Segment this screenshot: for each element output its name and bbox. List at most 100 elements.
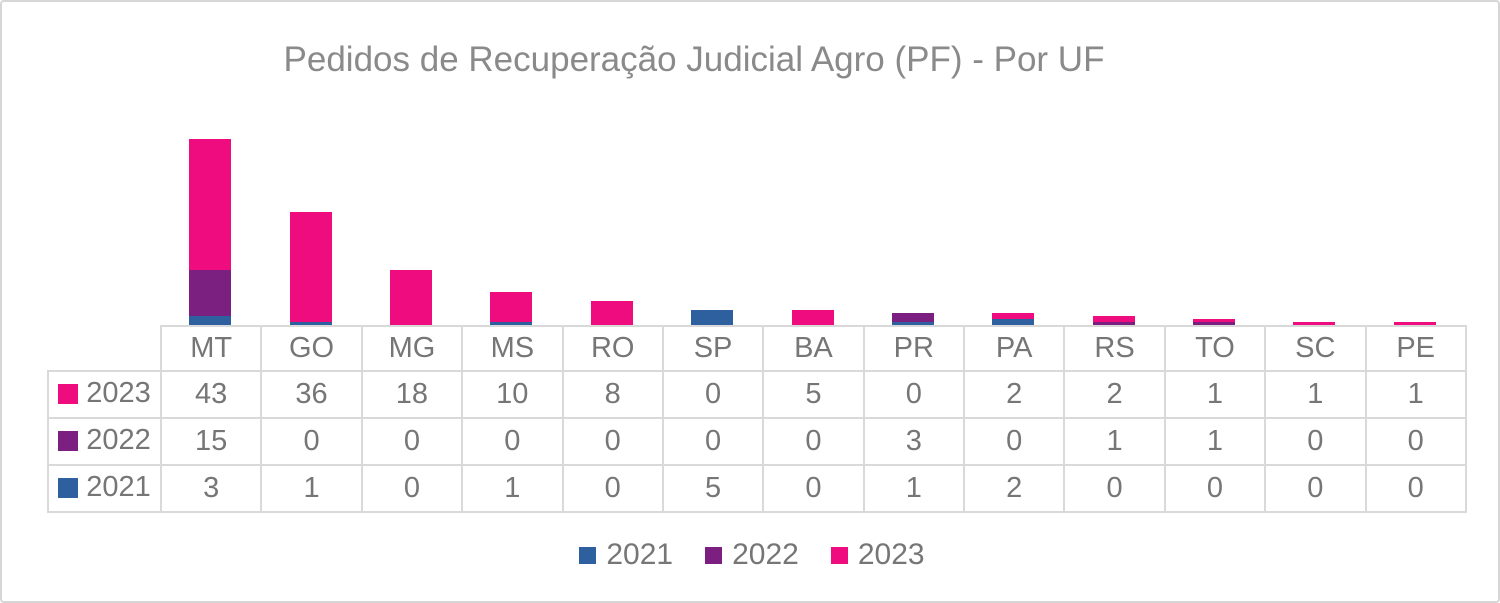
category-slot-MT [160, 102, 260, 325]
table-cell-2022-SC: 0 [1264, 417, 1367, 466]
table-cell-2022-TO: 1 [1163, 417, 1267, 466]
bar-segment-PA-2021 [992, 318, 1035, 325]
bar-segment-PA-2023 [992, 312, 1035, 319]
table-cell-2023-PA: 2 [962, 370, 1066, 419]
category-slot-MG [361, 102, 461, 325]
bar-segment-MG-2023 [389, 270, 432, 325]
series-key-icon-2021 [58, 477, 79, 498]
bar-stack-PR [891, 312, 934, 325]
bar-segment-MT-2022 [189, 270, 232, 316]
plot-area [160, 102, 1465, 325]
table-cell-2021-RO: 0 [561, 464, 664, 513]
table-cell-2022-PE: 0 [1364, 417, 1467, 466]
bar-segment-RS-2022 [1092, 322, 1135, 325]
table-cell-2022-RS: 1 [1063, 417, 1166, 466]
category-slot-RO [562, 102, 662, 325]
legend-key-icon-2023 [830, 546, 848, 564]
table-cell-2023-PR: 0 [862, 370, 966, 419]
series-label: 2022 [86, 424, 151, 457]
category-slot-MS [461, 102, 561, 325]
category-slot-TO [1164, 102, 1264, 325]
table-corner-cell [48, 326, 161, 371]
legend-item-2021: 2021 [579, 538, 673, 572]
category-slot-PA [963, 102, 1063, 325]
bar-stack-MS [490, 291, 533, 325]
table-header-row: MT GO MG MS RO SP BA PR PA RS TO SC PE [48, 325, 1467, 372]
bar-segment-PR-2021 [891, 322, 934, 325]
table-row-2022: 2022 15 0 0 0 0 0 0 3 0 1 1 0 0 [47, 417, 1467, 466]
table-cell-2022-SP: 0 [661, 417, 765, 466]
bar-stack-SP [691, 309, 734, 325]
table-cell-2023-SC: 1 [1264, 370, 1367, 419]
category-slot-BA [762, 102, 862, 325]
bar-stack-MT [189, 138, 232, 325]
table-cell-2021-GO: 1 [260, 464, 363, 513]
table-cell-2023-MG: 18 [360, 370, 464, 419]
bar-stack-TO [1193, 319, 1236, 325]
table-cell-2021-PA: 2 [962, 464, 1066, 513]
table-cell-2023-RO: 8 [561, 370, 664, 419]
bar-stack-BA [791, 309, 834, 325]
table-cell-2023-MT: 43 [159, 370, 263, 419]
bar-segment-TO-2022 [1193, 322, 1236, 325]
legend-item-2023: 2023 [830, 538, 925, 572]
table-header-RO: RO [561, 325, 664, 372]
bar-segment-TO-2023 [1193, 319, 1236, 322]
data-table: MT GO MG MS RO SP BA PR PA RS TO SC PE 2023 43 36 18 10 8 0… [47, 325, 1467, 513]
table-cell-2021-RS: 0 [1063, 464, 1166, 513]
table-header-MT: MT [159, 325, 263, 372]
table-header-GO: GO [260, 325, 363, 372]
table-cell-2023-RS: 2 [1063, 370, 1166, 419]
table-row-label-2023: 2023 [47, 370, 162, 419]
table-cell-2022-RO: 0 [561, 417, 664, 466]
bar-segment-MT-2021 [189, 315, 232, 325]
bar-stack-PE [1393, 322, 1436, 325]
category-slot-SC [1264, 102, 1364, 325]
table-header-PE: PE [1364, 325, 1467, 372]
table-cell-2021-SC: 0 [1264, 464, 1367, 513]
table-cell-2021-MT: 3 [159, 464, 263, 513]
table-cell-2022-MG: 0 [360, 417, 464, 466]
table-cell-2021-TO: 0 [1163, 464, 1267, 513]
table-cell-2021-MS: 1 [461, 464, 564, 513]
bar-segment-MS-2023 [490, 291, 533, 322]
chart-title: Pedidos de Recuperação Judicial Agro (PF… [283, 40, 1105, 79]
table-header-RS: RS [1063, 325, 1166, 372]
table-cell-2022-PA: 0 [962, 417, 1066, 466]
table-row-label-2021: 2021 [47, 464, 162, 513]
table-header-PR: PR [862, 325, 966, 372]
table-cell-2021-BA: 0 [762, 464, 865, 513]
legend: 2021 2022 2023 [2, 538, 1498, 572]
bar-segment-PR-2022 [891, 312, 934, 322]
category-slot-PE [1365, 102, 1465, 325]
bar-segment-RS-2023 [1092, 315, 1135, 322]
bar-segment-MT-2023 [189, 138, 232, 271]
table-cell-2022-PR: 3 [862, 417, 966, 466]
bar-segment-GO-2023 [289, 212, 332, 322]
table-cell-2022-MS: 0 [461, 417, 564, 466]
table-cell-2023-GO: 36 [260, 370, 363, 419]
table-cell-2023-SP: 0 [661, 370, 765, 419]
table-row-2023: 2023 43 36 18 10 8 0 5 0 2 2 1 1 1 [47, 370, 1467, 419]
table-row-label-2022: 2022 [47, 417, 162, 466]
bar-stack-SC [1293, 322, 1336, 325]
table-cell-2023-MS: 10 [461, 370, 564, 419]
table-cell-2021-MG: 0 [360, 464, 464, 513]
series-key-icon-2022 [58, 430, 79, 451]
table-row-2021: 2021 3 1 0 1 0 5 0 1 2 0 0 0 0 [47, 464, 1467, 513]
legend-label: 2021 [606, 538, 674, 571]
bar-segment-SP-2021 [691, 309, 734, 325]
legend-label: 2023 [857, 538, 925, 571]
bar-stack-MG [389, 270, 432, 325]
table-cell-2021-PE: 0 [1364, 464, 1467, 513]
series-key-icon-2023 [58, 383, 79, 404]
category-slot-RS [1064, 102, 1164, 325]
bar-segment-RO-2023 [590, 300, 633, 325]
bar-stack-PA [992, 312, 1035, 325]
table-header-SC: SC [1264, 325, 1367, 372]
table-cell-2022-GO: 0 [260, 417, 363, 466]
bar-segment-MS-2021 [490, 322, 533, 325]
legend-item-2022: 2022 [705, 538, 799, 572]
table-header-MG: MG [360, 325, 464, 372]
